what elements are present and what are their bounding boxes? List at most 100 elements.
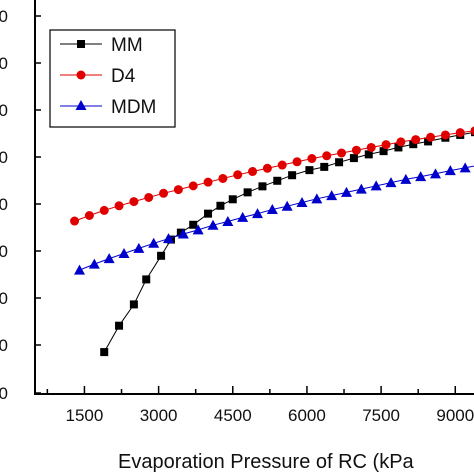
data-point-mm — [288, 171, 297, 180]
y-tick-label: 0 — [0, 101, 8, 120]
data-point-d4 — [114, 201, 124, 211]
data-point-d4 — [173, 185, 183, 195]
x-tick-label: 7500 — [362, 406, 400, 425]
x-axis-ticks: 1500 3000 4500 6000 7500 9000 — [46, 386, 474, 425]
data-point-mdm — [222, 216, 234, 227]
series-line-mm — [103, 131, 474, 353]
data-point-d4 — [322, 151, 332, 161]
data-point-d4 — [99, 205, 109, 215]
data-point-mm — [258, 182, 267, 191]
data-point-d4 — [307, 154, 317, 164]
data-point-mdm — [400, 173, 412, 184]
data-point-mm — [157, 251, 166, 260]
legend: MM D4 MDM — [49, 29, 176, 128]
data-point-mdm — [133, 242, 145, 253]
data-point-mm — [189, 220, 198, 229]
y-tick-label: 0 — [0, 54, 8, 73]
data-point-d4 — [262, 163, 272, 173]
data-point-d4 — [70, 216, 80, 226]
data-point-mm — [176, 228, 185, 237]
y-tick-label: 0 — [0, 289, 8, 308]
data-point-d4 — [144, 192, 154, 202]
data-point-mdm — [281, 200, 293, 211]
data-point-d4 — [351, 145, 361, 155]
x-tick-label: 3000 — [140, 406, 178, 425]
y-tick-label: 0 — [0, 195, 8, 214]
data-point-d4 — [470, 126, 474, 136]
legend-marker-mdm — [75, 100, 87, 110]
data-point-d4 — [188, 181, 198, 191]
data-point-mm — [204, 209, 213, 218]
data-point-mdm — [296, 197, 308, 208]
data-point-mm — [115, 321, 124, 330]
y-tick-label: 0 — [0, 7, 8, 26]
data-point-mdm — [459, 162, 471, 173]
data-point-d4 — [218, 173, 228, 183]
data-point-mdm — [103, 253, 115, 264]
data-point-d4 — [455, 128, 465, 138]
plot-frame — [34, 0, 474, 395]
data-point-mm — [305, 166, 314, 175]
data-point-mm — [273, 176, 282, 185]
data-point-mm — [243, 188, 252, 197]
data-point-mm — [228, 195, 237, 204]
data-point-d4 — [396, 137, 406, 147]
data-point-d4 — [337, 148, 347, 158]
data-point-d4 — [159, 188, 169, 198]
data-point-d4 — [203, 177, 213, 187]
data-point-d4 — [129, 197, 139, 207]
data-point-mm — [394, 143, 403, 152]
data-point-d4 — [366, 142, 376, 152]
x-axis-title: Evaporation Pressure of RC (kPa — [118, 451, 415, 473]
data-point-mm — [142, 275, 151, 284]
data-point-d4 — [84, 211, 94, 221]
y-tick-label: 0 — [0, 336, 8, 355]
data-point-mdm — [163, 233, 174, 244]
data-point-d4 — [292, 157, 302, 167]
x-tick-label: 6000 — [288, 406, 326, 425]
data-point-mdm — [311, 193, 323, 204]
data-point-mdm — [207, 219, 219, 230]
data-point-mdm — [252, 208, 263, 219]
data-point-mm — [424, 137, 433, 146]
data-point-mdm — [237, 211, 249, 222]
y-tick-label: 0 — [0, 242, 8, 261]
data-point-d4 — [440, 130, 450, 140]
data-point-mdm — [415, 171, 427, 182]
x-tick-label: 1500 — [66, 406, 104, 425]
data-point-mm — [320, 162, 329, 171]
data-point-mdm — [385, 177, 397, 188]
data-point-d4 — [277, 160, 287, 170]
data-point-mdm — [326, 190, 338, 201]
data-point-d4 — [233, 170, 243, 180]
y-tick-label: 0 — [0, 384, 8, 403]
data-point-mdm — [118, 247, 130, 258]
data-point-mdm — [266, 203, 278, 214]
data-point-mdm — [430, 168, 441, 179]
data-point-d4 — [381, 140, 391, 150]
data-point-mdm — [192, 224, 204, 235]
data-point-d4 — [411, 135, 421, 145]
legend-label-mdm: MDM — [111, 97, 156, 118]
data-point-mdm — [355, 183, 367, 194]
data-point-d4 — [248, 167, 258, 177]
data-point-mdm — [444, 165, 456, 176]
data-point-mdm — [74, 264, 85, 275]
data-point-mdm — [341, 186, 352, 197]
x-tick-label: 9000 — [436, 406, 474, 425]
data-point-d4 — [426, 132, 436, 142]
data-point-mdm — [148, 237, 160, 248]
data-point-mm — [409, 140, 418, 149]
data-point-mm — [216, 201, 225, 210]
data-point-mm — [364, 150, 373, 159]
data-point-mdm — [370, 180, 382, 191]
data-point-mm — [379, 147, 388, 156]
data-point-mm — [129, 300, 138, 309]
data-point-mm — [335, 158, 344, 167]
y-tick-label: 0 — [0, 148, 8, 167]
legend-marker-mm — [77, 40, 85, 48]
legend-label-d4: D4 — [111, 66, 136, 87]
data-point-mdm — [88, 258, 100, 269]
plot-series — [70, 126, 474, 357]
